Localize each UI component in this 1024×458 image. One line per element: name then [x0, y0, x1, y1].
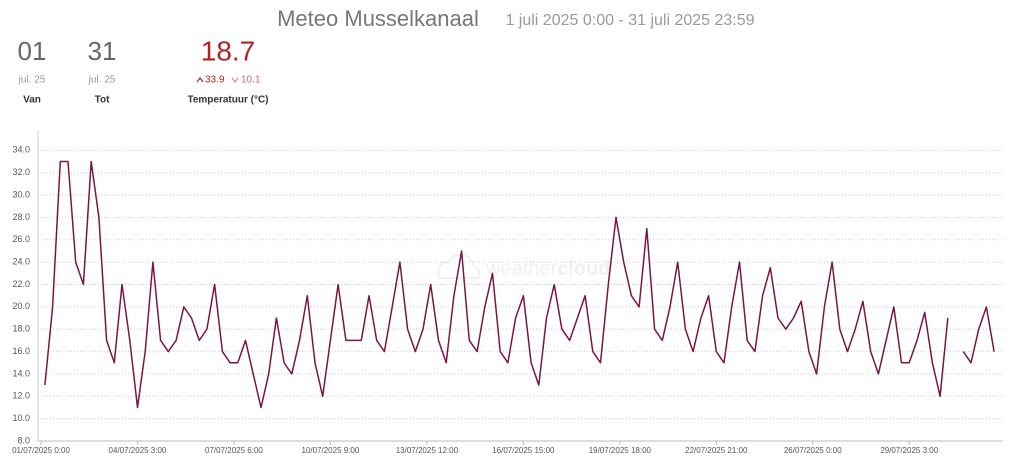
stat-sub: jul. 25 [88, 75, 116, 86]
stat-label: Van [23, 95, 41, 106]
title: Meteo Musselkanaal [277, 6, 479, 31]
temperature-min: 10.1 [241, 75, 261, 86]
y-tick-label: 24.0 [12, 257, 30, 267]
y-tick-label: 20.0 [12, 301, 30, 311]
stat-label: Tot [95, 95, 110, 106]
x-tick-label: 29/07/2025 3:00 [880, 446, 938, 455]
y-tick-label: 16.0 [12, 346, 30, 356]
watermark: weathercloud [437, 253, 611, 280]
x-tick-label: 10/07/2025 9:00 [301, 446, 359, 455]
watermark-part: cloud [557, 258, 610, 280]
x-tick-label: 01/07/2025 0:00 [12, 446, 70, 455]
stat-value: 31 [88, 36, 117, 66]
x-tick-label: 04/07/2025 3:00 [109, 446, 167, 455]
temperature-value: 18.7 [201, 35, 256, 66]
y-tick-label: 26.0 [12, 234, 30, 244]
y-tick-label: 30.0 [12, 189, 30, 199]
temperature-max: 33.9 [205, 75, 225, 86]
temperature-label: Temperatuur (°C) [187, 95, 268, 106]
min-arrow [231, 77, 239, 83]
y-tick-label: 18.0 [12, 324, 30, 334]
x-tick-label: 16/07/2025 15:00 [492, 446, 555, 455]
y-tick-label: 22.0 [12, 279, 30, 289]
y-tick-label: 8.0 [17, 435, 30, 445]
watermark-part: weather [485, 258, 557, 280]
x-tick-label: 13/07/2025 12:00 [396, 446, 459, 455]
x-tick-label: 26/07/2025 0:00 [784, 446, 842, 455]
y-tick-label: 32.0 [12, 167, 30, 177]
y-tick-label: 34.0 [12, 145, 30, 155]
temperature-line [44, 160, 995, 409]
period: 1 juli 2025 0:00 - 31 juli 2025 23:59 [505, 12, 754, 29]
y-tick-label: 28.0 [12, 212, 30, 222]
x-tick-label: 07/07/2025 6:00 [205, 446, 263, 455]
stat-sub: jul. 25 [18, 75, 46, 86]
x-tick-label: 22/07/2025 21:00 [685, 446, 748, 455]
y-tick-label: 14.0 [12, 368, 30, 378]
stat-value: 01 [18, 36, 47, 66]
y-tick-label: 12.0 [12, 391, 30, 401]
x-tick-label: 19/07/2025 18:00 [589, 446, 652, 455]
y-tick-label: 10.0 [12, 413, 30, 423]
watermark-text: weathercloud [485, 258, 611, 280]
max-arrow [196, 77, 204, 83]
